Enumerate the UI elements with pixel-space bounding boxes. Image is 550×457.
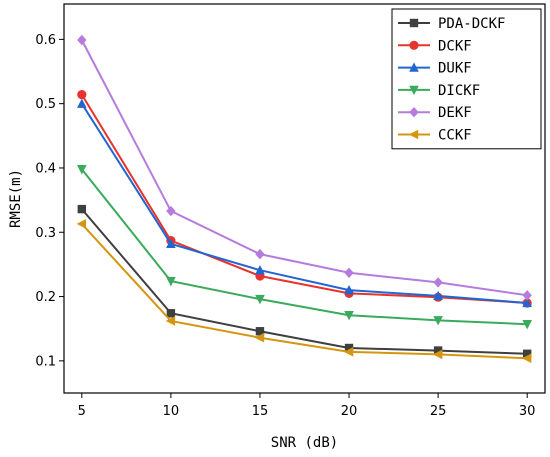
legend-marker [409, 40, 419, 50]
y-tick-label: 0.5 [35, 97, 56, 112]
data-point [255, 294, 265, 305]
data-point [344, 343, 354, 353]
series-pda-dckf [77, 204, 532, 358]
legend-box [391, 8, 542, 150]
legend-label: DICKF [438, 83, 480, 99]
y-tick-label: 0.4 [35, 161, 56, 176]
x-tick-label: 10 [163, 404, 180, 419]
series-line [80, 94, 528, 304]
legend-item: PDA-DCKF [398, 16, 505, 32]
data-point [165, 316, 176, 326]
series-line [81, 208, 528, 355]
data-point [166, 205, 176, 217]
plot-frame [63, 3, 546, 394]
y-tick-label: 0.1 [35, 354, 56, 369]
data-point [77, 98, 87, 108]
data-point [255, 264, 265, 275]
series-line [80, 39, 528, 297]
data-point [433, 316, 443, 326]
data-point [522, 320, 532, 330]
legend-label: DCKF [438, 38, 472, 54]
x-tick-label: 25 [430, 404, 447, 419]
x-tick-label: 5 [78, 404, 86, 419]
series-line [81, 223, 528, 360]
data-point [433, 290, 443, 301]
legend-marker [409, 18, 419, 28]
legend: PDA-DCKF DCKF DUKF DICKF DEKF CCKF [391, 8, 542, 150]
legend-label: DUKF [438, 61, 472, 77]
data-point [77, 204, 87, 214]
y-tick-label: 0.3 [35, 226, 56, 241]
data-point [77, 90, 87, 100]
data-point [166, 309, 176, 318]
series-dekf [77, 34, 532, 301]
data-point [432, 349, 443, 360]
data-point [166, 276, 176, 287]
series-line [80, 103, 528, 304]
data-point [77, 34, 87, 46]
y-tick-label: 0.2 [35, 290, 56, 305]
data-point [522, 297, 532, 308]
legend-marker [409, 62, 419, 72]
x-tick-label: 30 [519, 404, 536, 419]
data-point [343, 347, 354, 357]
data-point [77, 165, 87, 175]
legend-label: CCKF [438, 128, 472, 144]
legend-marker [408, 129, 419, 140]
data-point [76, 219, 87, 229]
data-point [522, 290, 532, 301]
data-point [344, 267, 354, 278]
legend-marker [409, 107, 419, 118]
legend-label: PDA-DCKF [438, 16, 505, 32]
y-tick-label: 0.6 [35, 33, 56, 48]
data-point [255, 248, 265, 260]
data-point [255, 327, 265, 336]
x-axis-label: SNR (dB) [271, 435, 338, 451]
y-axis-label: RMSE(m) [8, 169, 24, 228]
data-point [433, 277, 443, 288]
series-cckf [76, 219, 532, 364]
data-point [344, 311, 354, 321]
legend-item: CCKF [398, 128, 472, 144]
legend-item: DUKF [398, 61, 472, 77]
plot-area [63, 3, 546, 394]
data-point [522, 349, 532, 358]
axis-ticks: 5 10 15 20 25 30 0.1 0.2 0.3 0.4 0.5 0.6 [35, 33, 535, 419]
data-point [344, 284, 354, 295]
legend-label: DEKF [438, 105, 472, 121]
x-tick-label: 20 [341, 404, 358, 419]
legend-marker [409, 85, 419, 96]
legend-item: DEKF [398, 105, 472, 121]
legend-item: DICKF [398, 83, 480, 99]
series-group [76, 34, 532, 364]
data-point [254, 332, 265, 343]
legend-item: DCKF [398, 38, 472, 54]
series-dickf [77, 165, 532, 330]
data-point [521, 353, 532, 364]
x-tick-label: 15 [252, 404, 269, 419]
series-line [81, 168, 528, 326]
data-point [433, 346, 443, 355]
series-dukf [77, 98, 532, 308]
data-point [166, 238, 176, 249]
